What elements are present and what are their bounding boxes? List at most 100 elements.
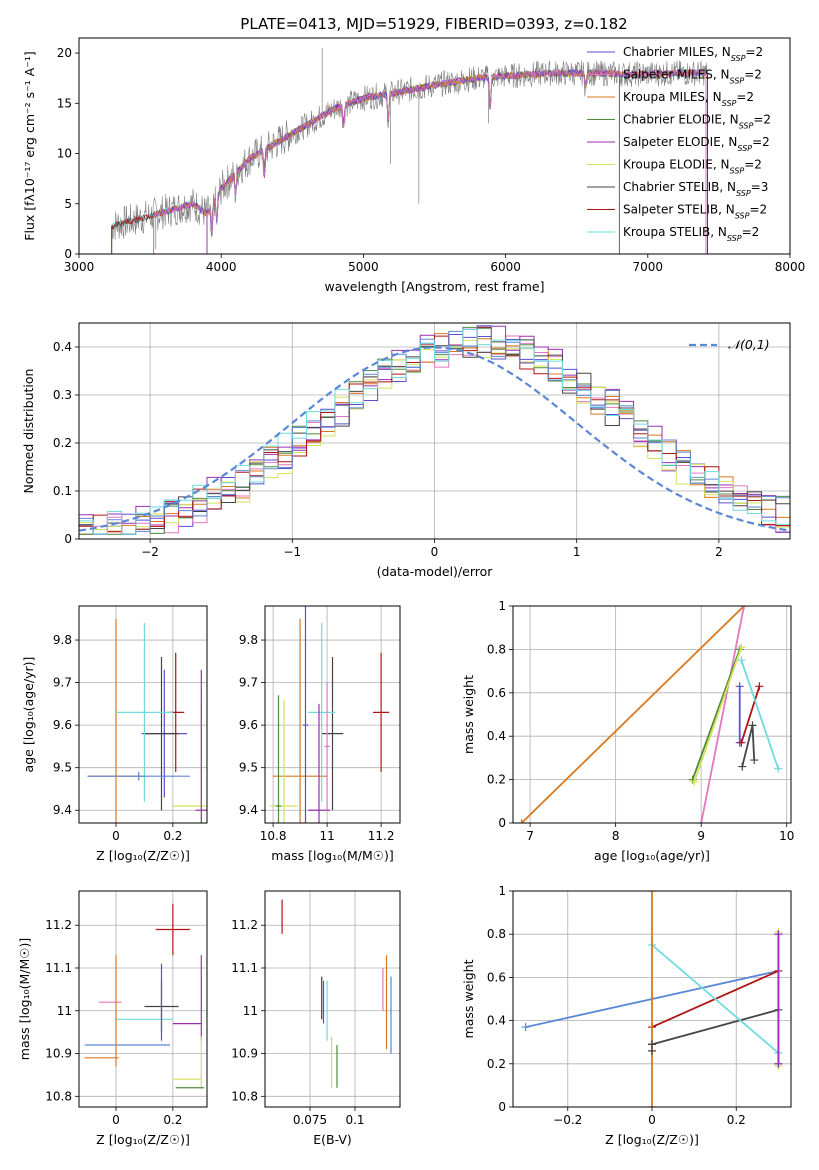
x-tick-label: 4000 [206, 260, 237, 274]
y-tick-label: 0.6 [487, 970, 506, 984]
spectrum-axes: 3000 4000 5000 6000 7000 8000 0 5 10 15 20 waveleng… [22, 46, 805, 294]
y-tick-label: 10 [57, 147, 72, 161]
legend-label: Salpeter MILES, NSSP=2 [623, 68, 762, 86]
y-tick-label: 0 [64, 247, 72, 261]
axes-frame [512, 605, 792, 824]
residuals-axes: −2 −1 0 1 2 0 0.1 0.2 0.3 0.4 (data-model)/error No… [21, 323, 790, 579]
y-tick-label: 0 [498, 1100, 506, 1114]
residual-histograms [79, 325, 790, 539]
age_vs_z-points [87, 618, 207, 823]
y-tick-label: 0.2 [53, 436, 72, 450]
x-tick-label: 11.2 [368, 829, 395, 843]
legend-label: Kroupa ELODIE, NSSP=2 [623, 158, 762, 176]
x-axis-label: E(B-V) [313, 1132, 352, 1147]
y-tick-label: 0.6 [487, 686, 506, 700]
y-axis-label: Normed distribution [21, 369, 36, 494]
y-tick-label: 11.1 [231, 961, 258, 975]
legend-label: Salpeter ELODIE, NSSP=2 [623, 135, 770, 153]
x-tick-label: 7000 [633, 260, 664, 274]
x-tick-label: 1 [573, 545, 581, 559]
y-tick-label: 5 [64, 197, 72, 211]
x-axis-label: wavelength [Angstrom, rest frame] [324, 279, 544, 294]
y-axis-label: mass [log₁₀(M/M☉)] [17, 938, 32, 1060]
x-tick-label: 0 [431, 545, 439, 559]
y-tick-label: 0.4 [487, 1014, 506, 1028]
y-axis-label: age [log₁₀(age/yr)] [21, 657, 36, 773]
y-tick-label: 0.2 [487, 1057, 506, 1071]
y-tick-label: 1 [498, 599, 506, 613]
histogram-kroupa_stelib [79, 328, 790, 539]
axes-frame [78, 890, 208, 1108]
normal-curve [79, 346, 790, 532]
y-tick-label: 0.4 [487, 729, 506, 743]
axes-frame [264, 605, 401, 824]
marker-point [737, 643, 746, 652]
y-tick-label: 9.5 [53, 761, 72, 775]
model-chabrier_elodie [206, 68, 620, 236]
y-tick-label: 0.3 [53, 388, 72, 402]
x-tick-label: 10 [779, 829, 794, 843]
x-axis-label: (data-model)/error [377, 564, 494, 579]
x-tick-label: 7 [526, 829, 534, 843]
y-axis-label: Flux [fλ10⁻¹⁷ erg cm⁻² s⁻¹ A⁻¹] [22, 51, 37, 240]
age_vs_z-axes: 0 0.2 9.4 9.5 9.6 9.7 9.8 Z [log₁₀(Z/Z☉)] age [l… [21, 606, 207, 863]
x-tick-label: 8 [612, 829, 620, 843]
x-tick-label: 0.2 [163, 1113, 182, 1127]
marker-point [697, 819, 706, 823]
marker-point [750, 756, 759, 765]
x-tick-label: 2 [715, 545, 723, 559]
marker-point [517, 819, 526, 823]
x-tick-label: 0.2 [727, 1113, 746, 1127]
axes-frame [78, 322, 791, 540]
marker-point [648, 891, 656, 895]
series-kroupa_stelib [740, 660, 780, 770]
x-tick-label: 5000 [348, 260, 379, 274]
y-tick-label: 9.4 [53, 803, 72, 817]
y-tick-label: 11.2 [231, 918, 258, 932]
x-tick-label: 8000 [775, 260, 806, 274]
x-tick-label: 10.8 [260, 829, 287, 843]
axes-frame [264, 890, 401, 1108]
series-kroupa_miles [520, 606, 745, 823]
legend-label: Chabrier MILES, NSSP=2 [623, 45, 763, 63]
x-tick-label: 0.075 [293, 1113, 327, 1127]
marker-point [521, 1023, 530, 1032]
y-tick-label: 0.4 [53, 340, 72, 354]
marker-point [774, 764, 783, 773]
y-tick-label: 11.1 [45, 961, 72, 975]
x-tick-label: 9 [697, 829, 705, 843]
mass_vs_ebv-points [281, 899, 392, 1088]
y-tick-label: 0 [498, 816, 506, 830]
y-tick-label: 0.2 [487, 773, 506, 787]
series-kroupa_elodie [693, 646, 743, 783]
x-tick-label: 0 [112, 1113, 120, 1127]
y-tick-label: 1 [498, 884, 506, 898]
legend-label: Salpeter STELIB, NSSP=2 [623, 203, 767, 221]
x-tick-label: 3000 [64, 260, 95, 274]
axes-frame [512, 890, 792, 1108]
y-tick-label: 0.8 [487, 927, 506, 941]
marker-point [774, 1059, 783, 1068]
x-axis-label: Z [log₁₀(Z/Z☉)] [605, 1132, 699, 1147]
marker-point [748, 721, 757, 730]
model-salpeter_miles [153, 68, 707, 234]
x-axis-label: Z [log₁₀(Z/Z☉)] [96, 848, 190, 863]
x-tick-label: −0.2 [553, 1113, 582, 1127]
marker-point [738, 762, 747, 771]
x-tick-label: 0.1 [345, 1113, 364, 1127]
marker-point [774, 930, 783, 939]
x-tick-label: 11 [319, 829, 334, 843]
marker-point [737, 656, 746, 665]
weight_vs_age-series [517, 606, 783, 823]
x-tick-label: −2 [141, 545, 159, 559]
mass_vs_ebv-axes: 0.075 0.1 10.8 10.9 11 11.1 11.2 E(B-V) [231, 891, 400, 1147]
x-tick-label: 6000 [490, 260, 521, 274]
x-tick-label: 0 [648, 1113, 656, 1127]
y-axis-label: mass weight [461, 675, 476, 754]
marker-point [737, 738, 746, 747]
y-tick-label: 10.8 [231, 1089, 258, 1103]
legend-label: Kroupa MILES, NSSP=2 [623, 90, 754, 108]
marker-point [648, 1103, 656, 1107]
legend-label: Chabrier ELODIE, NSSP=2 [623, 113, 771, 131]
